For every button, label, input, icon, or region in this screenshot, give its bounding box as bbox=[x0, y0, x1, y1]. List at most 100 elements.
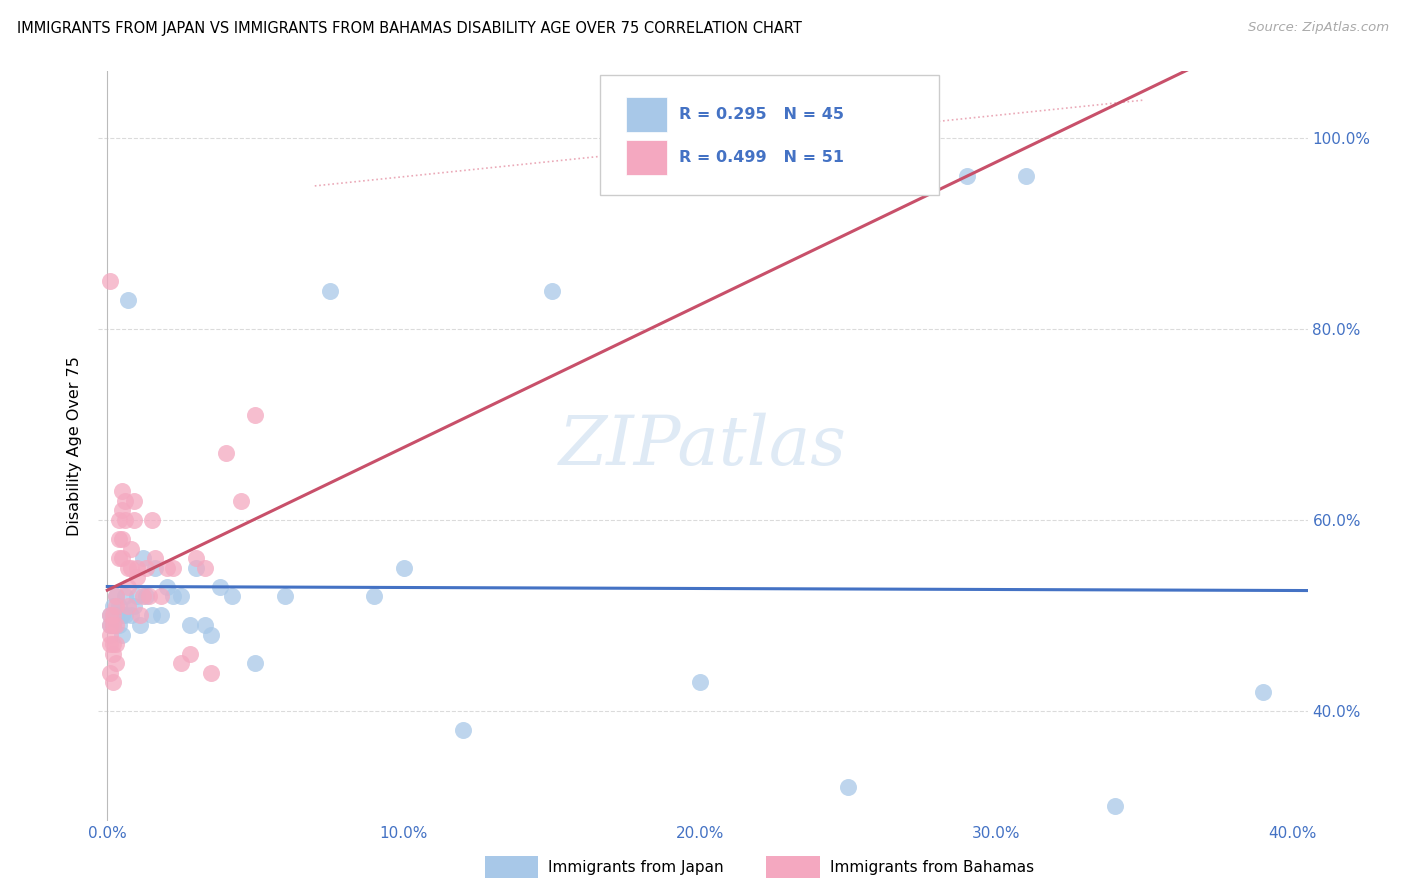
Point bbox=[363, 590, 385, 604]
Point bbox=[194, 618, 217, 632]
Point bbox=[200, 665, 222, 680]
Point bbox=[117, 580, 139, 594]
Point bbox=[245, 408, 267, 422]
Point bbox=[162, 560, 184, 574]
Point bbox=[179, 618, 201, 632]
Point bbox=[200, 627, 222, 641]
Point bbox=[221, 590, 243, 604]
Point bbox=[837, 780, 859, 795]
Point bbox=[155, 560, 177, 574]
Point bbox=[120, 608, 142, 623]
Point bbox=[114, 494, 136, 508]
Text: R = 0.499   N = 51: R = 0.499 N = 51 bbox=[679, 150, 844, 165]
Point bbox=[114, 608, 136, 623]
Point bbox=[111, 484, 134, 499]
Point bbox=[170, 590, 193, 604]
Point bbox=[135, 590, 157, 604]
Point bbox=[229, 494, 252, 508]
Point bbox=[132, 551, 155, 566]
Point bbox=[105, 618, 128, 632]
Point bbox=[108, 532, 131, 546]
Point bbox=[98, 618, 121, 632]
Point bbox=[125, 570, 148, 584]
Point bbox=[98, 608, 121, 623]
Point bbox=[186, 551, 208, 566]
Text: Immigrants from Bahamas: Immigrants from Bahamas bbox=[830, 861, 1033, 875]
Point bbox=[122, 513, 145, 527]
Point bbox=[111, 532, 134, 546]
Point bbox=[143, 551, 166, 566]
Text: IMMIGRANTS FROM JAPAN VS IMMIGRANTS FROM BAHAMAS DISABILITY AGE OVER 75 CORRELAT: IMMIGRANTS FROM JAPAN VS IMMIGRANTS FROM… bbox=[17, 21, 801, 36]
Point bbox=[194, 560, 217, 574]
Point bbox=[689, 675, 711, 690]
Point bbox=[170, 656, 193, 670]
Point bbox=[103, 675, 125, 690]
Point bbox=[103, 618, 125, 632]
Point bbox=[155, 580, 177, 594]
Text: Immigrants from Japan: Immigrants from Japan bbox=[548, 861, 724, 875]
FancyBboxPatch shape bbox=[626, 139, 666, 175]
Point bbox=[105, 608, 128, 623]
Point bbox=[111, 551, 134, 566]
Point bbox=[141, 608, 163, 623]
Point bbox=[111, 608, 134, 623]
Point bbox=[98, 608, 121, 623]
Point bbox=[149, 590, 172, 604]
Text: ZIPatlas: ZIPatlas bbox=[560, 413, 846, 479]
Point bbox=[215, 446, 238, 460]
Y-axis label: Disability Age Over 75: Disability Age Over 75 bbox=[67, 356, 83, 536]
Text: Source: ZipAtlas.com: Source: ZipAtlas.com bbox=[1249, 21, 1389, 34]
Point bbox=[120, 541, 142, 556]
Point bbox=[186, 560, 208, 574]
Point bbox=[122, 599, 145, 613]
Point bbox=[105, 590, 128, 604]
Point bbox=[1104, 799, 1126, 814]
Point bbox=[1192, 876, 1215, 890]
Point bbox=[103, 608, 125, 623]
Point bbox=[540, 284, 562, 298]
Point bbox=[179, 647, 201, 661]
Point bbox=[318, 284, 340, 298]
Point bbox=[103, 637, 125, 651]
Point bbox=[149, 608, 172, 623]
Point bbox=[120, 560, 142, 574]
Point bbox=[125, 560, 148, 574]
Point bbox=[98, 274, 121, 288]
Point bbox=[208, 580, 231, 594]
Point bbox=[108, 599, 131, 613]
Text: R = 0.295   N = 45: R = 0.295 N = 45 bbox=[679, 106, 844, 121]
Point bbox=[111, 627, 134, 641]
Point bbox=[138, 590, 160, 604]
Point bbox=[129, 618, 152, 632]
Point bbox=[98, 637, 121, 651]
Point bbox=[125, 590, 148, 604]
Point bbox=[274, 590, 297, 604]
Point bbox=[103, 647, 125, 661]
Point bbox=[132, 590, 155, 604]
Point bbox=[117, 599, 139, 613]
Point bbox=[108, 618, 131, 632]
Point bbox=[111, 503, 134, 517]
Point bbox=[451, 723, 474, 737]
Point bbox=[392, 560, 415, 574]
Point bbox=[1251, 685, 1274, 699]
Point bbox=[162, 590, 184, 604]
Point bbox=[98, 665, 121, 680]
Point bbox=[956, 169, 979, 184]
Point bbox=[105, 656, 128, 670]
Point bbox=[108, 513, 131, 527]
Point bbox=[105, 637, 128, 651]
Point bbox=[103, 618, 125, 632]
Point bbox=[245, 656, 267, 670]
Point bbox=[135, 560, 157, 574]
Point bbox=[129, 608, 152, 623]
Point bbox=[117, 293, 139, 308]
Point bbox=[105, 590, 128, 604]
FancyBboxPatch shape bbox=[626, 97, 666, 132]
Point bbox=[114, 513, 136, 527]
Point bbox=[117, 560, 139, 574]
Point bbox=[108, 551, 131, 566]
Point bbox=[141, 513, 163, 527]
Point bbox=[114, 590, 136, 604]
Point bbox=[98, 627, 121, 641]
